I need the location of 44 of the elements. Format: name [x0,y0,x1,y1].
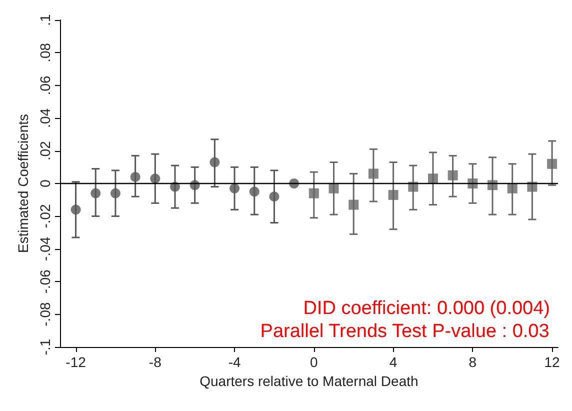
x-tick-label: -12 [66,354,86,370]
point [210,157,220,168]
point [527,182,538,192]
y-tick-label: -.02 [36,204,53,228]
point [90,188,101,198]
point [547,158,558,169]
point [230,183,240,194]
x-tick-label: 4 [389,354,398,370]
point [408,182,418,192]
point [368,168,378,179]
point [428,174,438,184]
x-tick-label: -4 [228,354,241,370]
y-tick-label: 0 [36,179,53,188]
x-axis-title: Quarters relative to Maternal Death [200,372,418,389]
point [130,172,140,182]
point [249,186,260,197]
y-tick-label: -.04 [36,236,53,261]
point [269,192,280,202]
point [388,190,398,200]
point [348,200,359,210]
annotation: DID coefficient: 0.000 (0.004) [303,298,550,319]
point [110,188,120,198]
point [468,178,478,188]
y-tick-label: -.1 [36,338,53,356]
y-tick-label: .1 [36,14,53,26]
point [328,183,339,194]
y-tick-label: .06 [36,75,53,96]
point [308,188,319,198]
y-tick-label: .08 [36,42,53,62]
point [448,170,458,180]
y-tick-label: .02 [36,140,53,161]
annotation: Parallel Trends Test P-value : 0.03 [260,321,550,342]
point [150,174,160,184]
x-tick-label: 0 [310,354,318,370]
y-tick-label: -.08 [36,302,53,326]
point [488,180,498,190]
point [70,204,81,215]
x-tick-label: -8 [148,354,162,370]
y-tick-label: -.06 [36,269,53,294]
y-tick-label: .04 [36,108,53,128]
y-axis-title: Estimated Coefficients [15,114,31,254]
x-tick-label: 12 [544,354,560,370]
x-tick-label: 8 [468,354,477,370]
point [507,183,518,194]
